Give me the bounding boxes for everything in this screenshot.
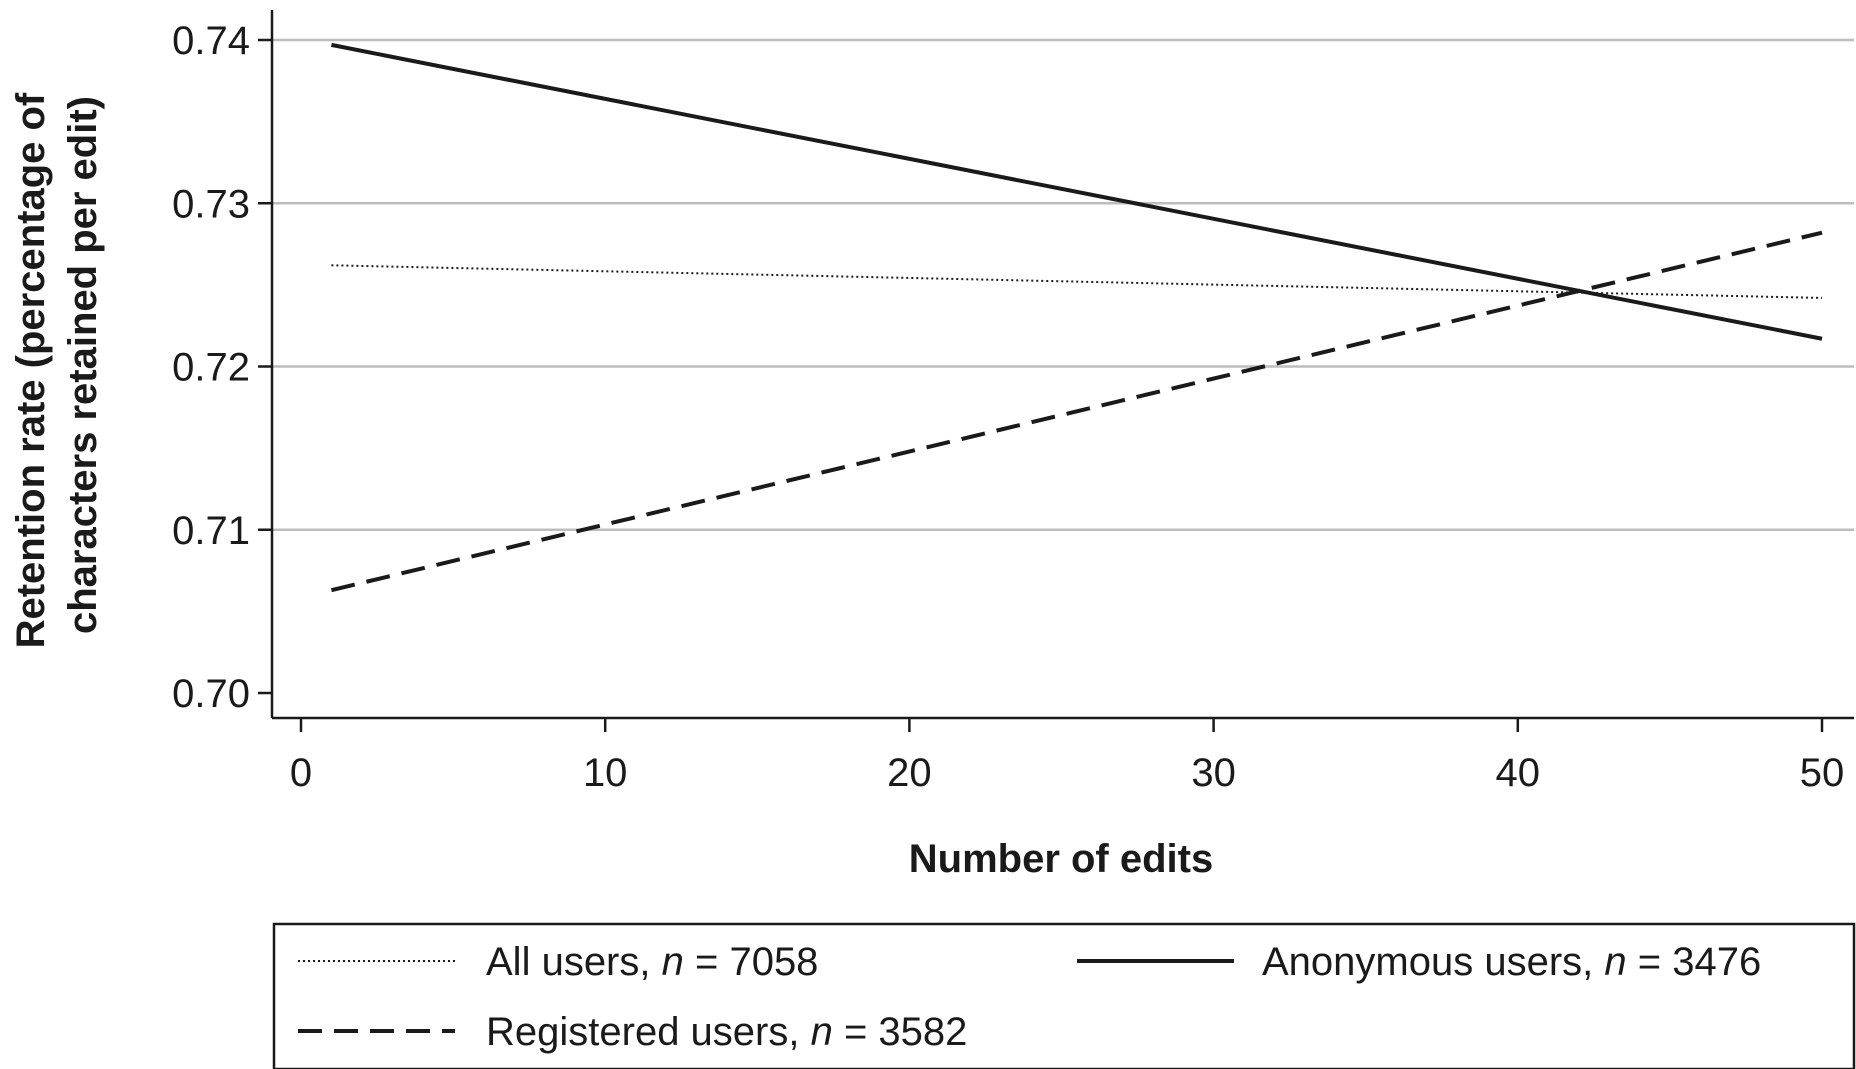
series-registered-users-line (330, 230, 1823, 593)
legend-label-registered-users: Registered users, n = 3582 (486, 1010, 967, 1054)
x-tick-label-5: 50 (1800, 751, 1845, 795)
legend-label-anonymous-users: Anonymous users, n = 3476 (1262, 940, 1761, 984)
x-tick-label-0: 0 (290, 751, 312, 795)
y-axis-title-line-1: Retention rate (percentage of (9, 92, 53, 648)
legend-label-all-users: All users, n = 7058 (486, 940, 818, 984)
ticks: 0.70 0.71 0.72 0.73 0.74 0 10 20 30 40 50 (172, 19, 1844, 795)
legend: All users, n = 7058 Anonymous users, n =… (272, 922, 1856, 1069)
x-tick-label-2: 20 (887, 751, 932, 795)
y-tick-label-3: 0.73 (172, 182, 250, 226)
axes (270, 10, 1854, 720)
y-tick-label-4: 0.74 (172, 19, 250, 63)
y-tick-label-1: 0.71 (172, 509, 250, 553)
y-axis-title: Retention rate (percentage of characters… (9, 82, 105, 649)
legend-box (272, 922, 1856, 1069)
series-anonymous-users-line (331, 42, 1823, 341)
x-tick-label-4: 40 (1496, 751, 1541, 795)
gridlines (272, 38, 1854, 531)
series-lines (330, 42, 1823, 593)
x-axis-title: Number of edits (909, 837, 1213, 881)
y-tick-label-0: 0.70 (172, 672, 250, 716)
y-tick-label-2: 0.72 (172, 346, 250, 390)
y-axis-title-line-2: characters retained per edit) (61, 96, 105, 634)
series-all-users-line (331, 264, 1823, 299)
x-tick-label-1: 10 (583, 751, 628, 795)
x-tick-label-3: 30 (1191, 751, 1236, 795)
